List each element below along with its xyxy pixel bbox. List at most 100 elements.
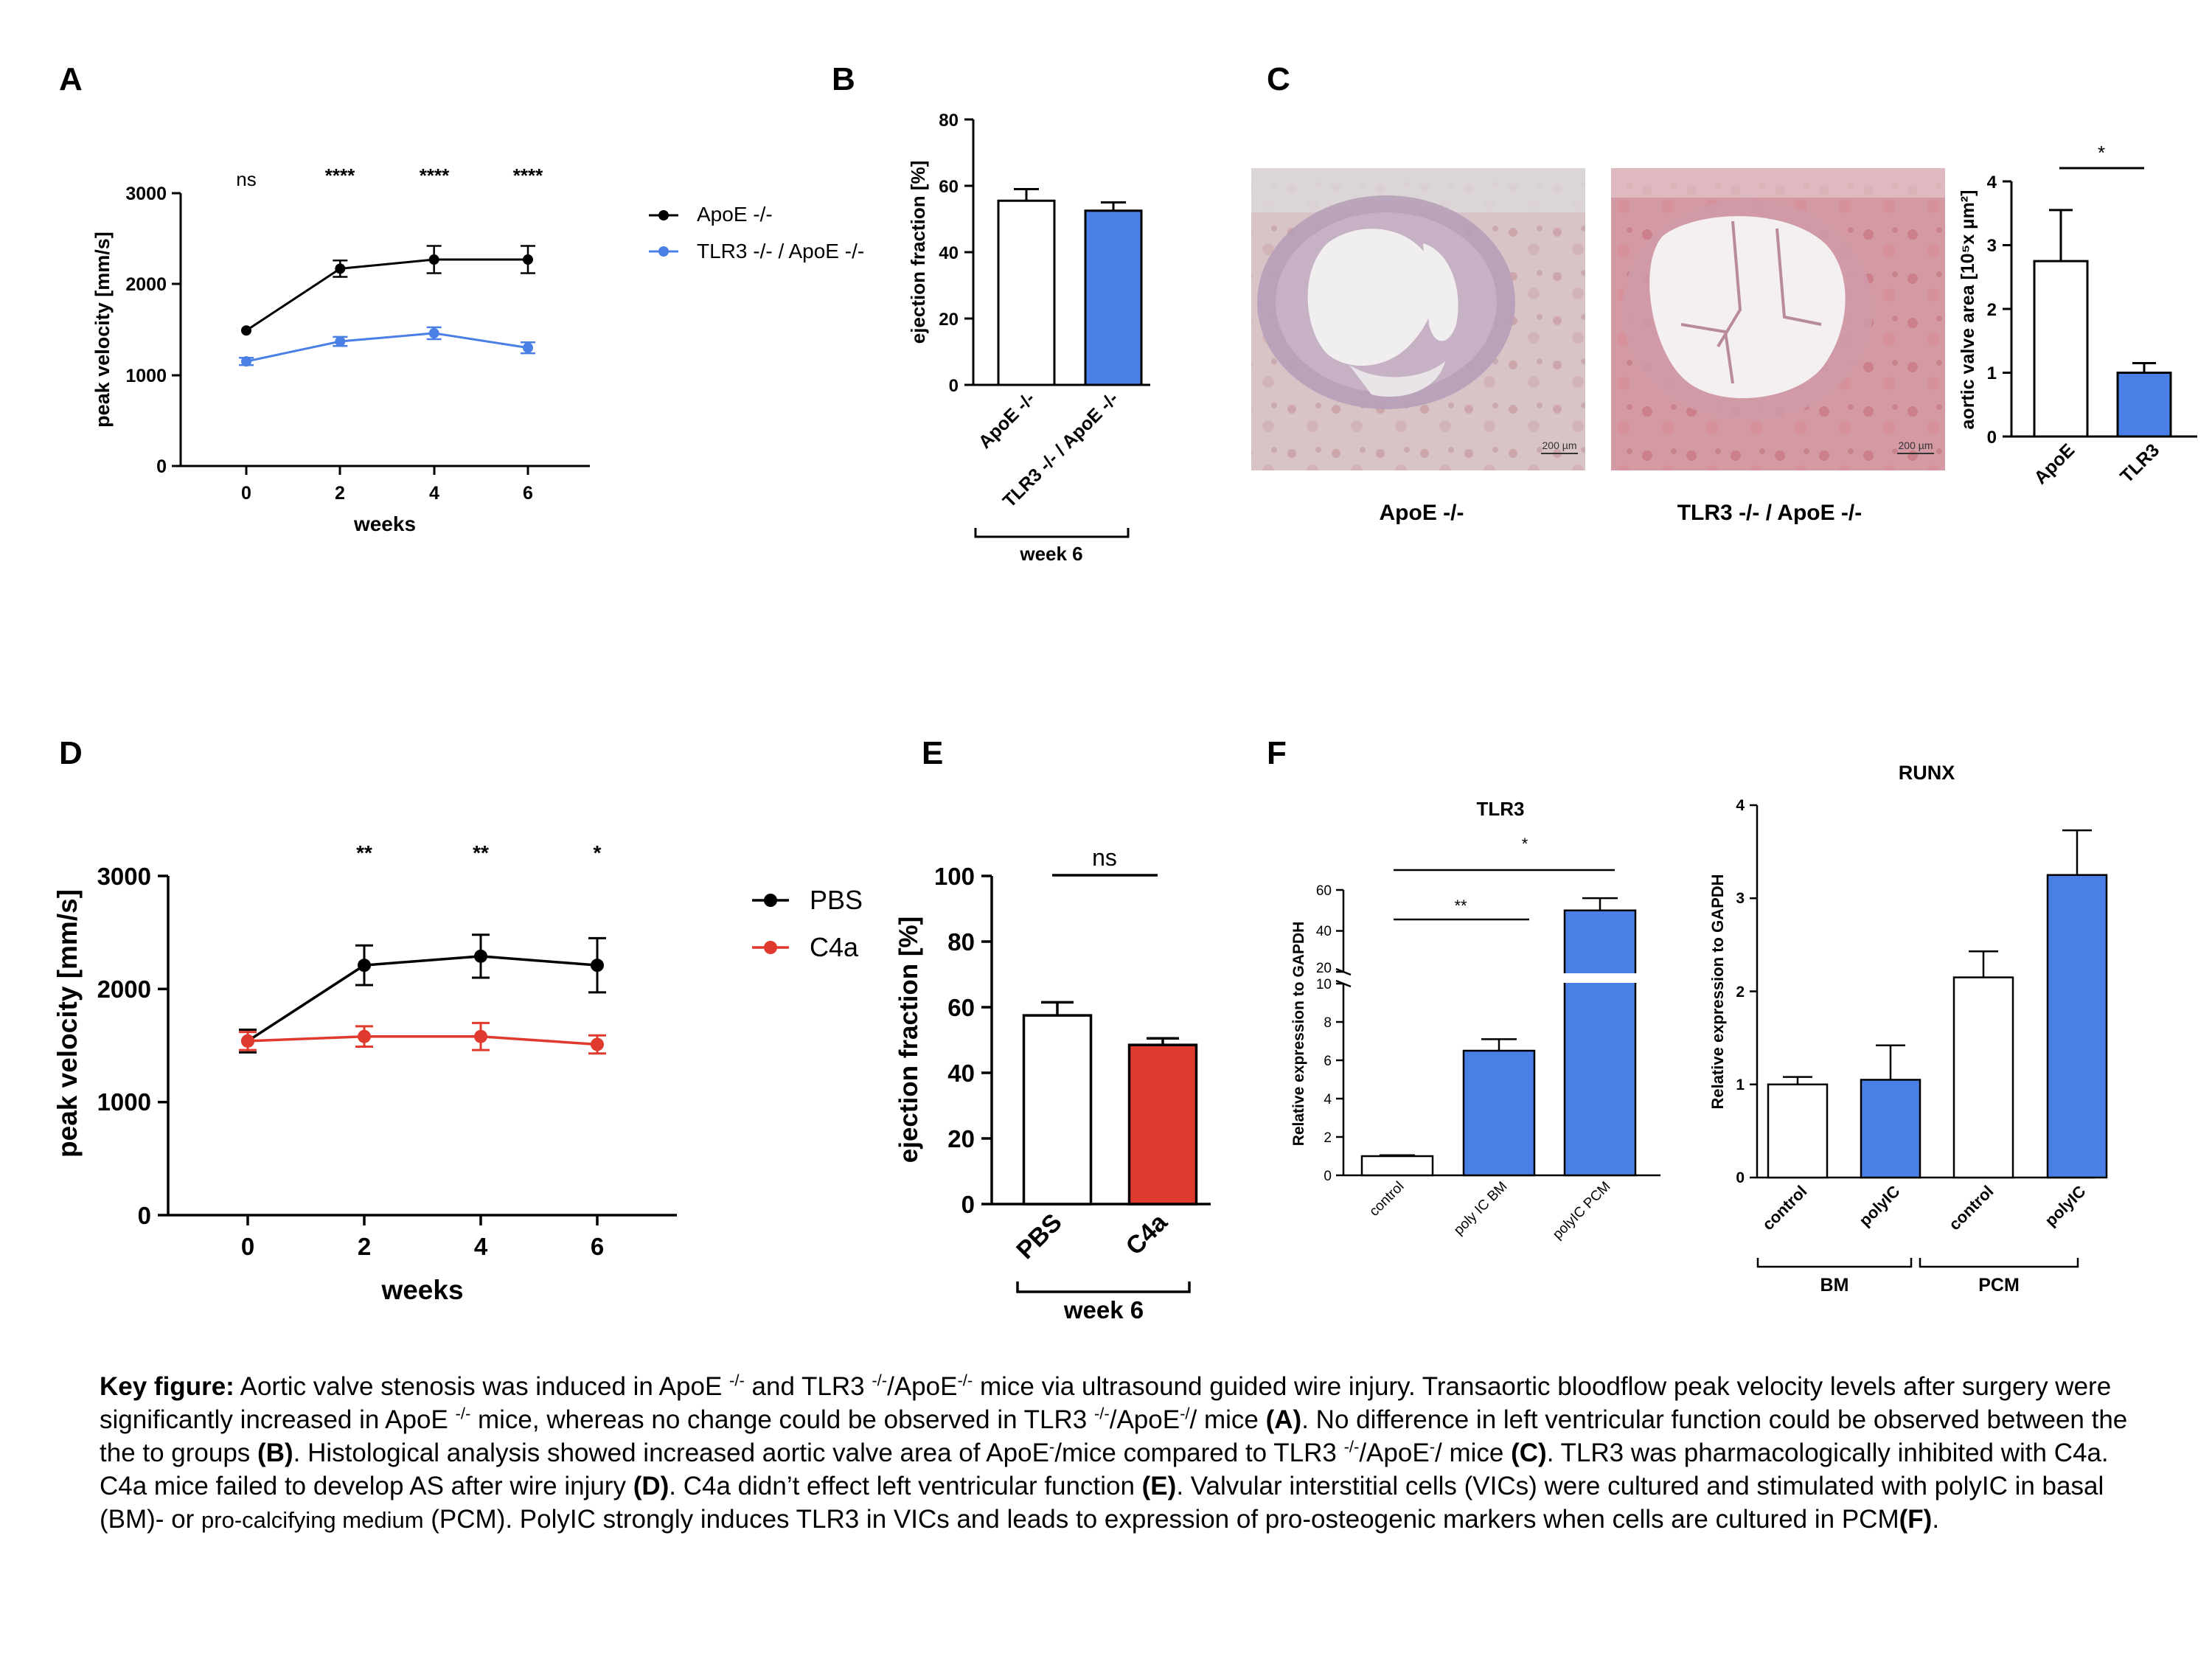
panel-a-xtick: 6 <box>523 483 533 504</box>
data-point <box>241 1034 254 1048</box>
panel-f-tlr3-ytick: 4 <box>1324 1092 1332 1107</box>
panel-f-runx-xtick: control <box>1945 1182 1997 1234</box>
panel-letter-d: D <box>59 735 83 771</box>
panel-e-ytick: 60 <box>947 994 975 1021</box>
panel-f-tlr3-ytick: 60 <box>1316 883 1332 899</box>
panel-f-tlr3-xtick: control <box>1366 1179 1407 1220</box>
panel-d-xtick: 2 <box>358 1233 371 1260</box>
panel-d-xtick: 0 <box>241 1233 254 1260</box>
panel-b-group-label: week 6 <box>1019 543 1082 565</box>
panel-e-sig: ns <box>1092 844 1117 871</box>
bar <box>997 199 1056 386</box>
panel-letter-b: B <box>832 61 855 97</box>
panel-a-sig: **** <box>325 164 355 187</box>
panel-a: A 0 1000 2000 3000 0 2 4 6 weeks peak ve… <box>59 61 864 535</box>
data-point <box>335 263 346 274</box>
panel-f-tlr3-xtick: poly IC BM <box>1451 1179 1511 1239</box>
panel-f-tlr3-title: TLR3 <box>1477 798 1525 820</box>
series-line-0 <box>246 258 528 332</box>
legend-label-c4a: C4a <box>810 932 859 962</box>
data-point <box>474 949 487 963</box>
panel-a-xtick: 0 <box>241 483 251 504</box>
scale-bar-tlr3: 200 µm <box>1897 439 1934 454</box>
panel-f-tlr3-ytick: 6 <box>1324 1054 1332 1069</box>
panel-f-tlr3-sig-2: * <box>1522 835 1528 853</box>
figure-caption: Key figure: Aortic valve stenosis was in… <box>100 1371 2128 1534</box>
svg-text:200 µm: 200 µm <box>1899 439 1933 451</box>
panel-c-ytick: 3 <box>1987 236 1997 256</box>
panel-f-tlr3-ylabel: Relative expression to GAPDH <box>1290 922 1307 1147</box>
panel-f-runx-ytick: 4 <box>1736 797 1745 814</box>
data-point <box>522 254 533 265</box>
legend-marker-pbs <box>764 894 777 907</box>
legend-label-apoe: ApoE -/- <box>697 203 773 226</box>
panel-c-ytick: 2 <box>1987 300 1997 320</box>
panel-b-group-bracket <box>974 528 1130 538</box>
image-label-apoe: ApoE -/- <box>1380 501 1464 525</box>
panel-b-ytick: 80 <box>939 111 959 131</box>
panel-c-xtick: ApoE <box>2030 439 2079 488</box>
panel-d-xtick: 6 <box>591 1233 604 1260</box>
panel-f-runx-ytick: 2 <box>1736 984 1745 1001</box>
panel-d-sig: ** <box>356 841 372 864</box>
panel-letter-f: F <box>1267 735 1287 771</box>
bar <box>1462 1049 1536 1177</box>
panel-e-plot <box>1022 1001 1198 1206</box>
data-point <box>241 325 251 336</box>
panel-f-runx-ytick: 3 <box>1736 890 1745 907</box>
bar <box>1360 1155 1434 1177</box>
legend-marker-apoe <box>658 210 669 220</box>
panel-b-ylabel: ejection fraction [%] <box>907 161 929 344</box>
panel-f-tlr3-ytick: 8 <box>1324 1015 1332 1031</box>
panel-letter-a: A <box>59 61 83 97</box>
panel-a-plot <box>239 245 535 367</box>
data-point <box>474 1029 487 1043</box>
legend-marker-tlr3 <box>658 246 669 257</box>
panel-e-ytick: 20 <box>947 1125 975 1152</box>
panel-e-ytick: 40 <box>947 1060 975 1087</box>
panel-e-ytick: 80 <box>947 928 975 956</box>
panel-e-ytick: 100 <box>934 863 975 890</box>
panel-c-xtick: TLR3 <box>2116 439 2163 487</box>
bar <box>1860 1079 1921 1179</box>
panel-d-xtick: 4 <box>474 1233 488 1260</box>
panel-f-runx-bracket-pcm <box>1919 1258 2079 1268</box>
panel-f-tlr3-sig-1: ** <box>1454 897 1467 915</box>
panel-f: F TLR3 0 2 4 6 8 10 20 40 <box>1267 735 2108 1295</box>
panel-e-group-label: week 6 <box>1063 1296 1144 1324</box>
panel-a-ytick: 1000 <box>125 366 167 386</box>
legend-label-pbs: PBS <box>810 885 863 915</box>
bar <box>2033 260 2089 438</box>
panel-f-tlr3-ytick: 40 <box>1316 924 1332 939</box>
panel-d-ylabel: peak velocity [mm/s] <box>52 889 83 1158</box>
panel-a-xtick: 4 <box>429 483 439 504</box>
panel-f-runx-ylabel: Relative expression to GAPDH <box>1708 874 1727 1109</box>
panel-b-plot <box>997 188 1143 386</box>
data-point <box>428 327 439 338</box>
panel-a-xtick: 2 <box>335 483 345 504</box>
bar <box>1084 209 1143 386</box>
panel-c-ylabel: aortic valve area [10⁵x µm²] <box>1958 190 1978 430</box>
panel-f-runx-xtick: control <box>1759 1182 1810 1234</box>
bar <box>2116 372 2172 438</box>
panel-e-ytick: 0 <box>961 1191 975 1218</box>
panel-c-plot <box>2033 209 2172 438</box>
bar <box>1563 909 1637 1177</box>
data-point <box>358 959 371 973</box>
panel-letter-c: C <box>1267 61 1290 97</box>
data-point <box>428 254 439 265</box>
panel-a-sig: **** <box>420 164 450 187</box>
panel-f-runx-group-bm: BM <box>1820 1275 1849 1295</box>
series-line-1 <box>247 1034 598 1046</box>
panel-e-xtick: PBS <box>1011 1208 1067 1265</box>
panel-d-sig: ** <box>473 841 489 864</box>
bar <box>1022 1014 1093 1206</box>
panel-f-runx-bracket-bm <box>1756 1258 1913 1268</box>
histology-image-apoe <box>1251 168 1585 470</box>
panel-a-ytick: 2000 <box>125 274 167 295</box>
image-label-tlr3: TLR3 -/- / ApoE -/- <box>1677 501 1863 525</box>
histology-image-tlr3 <box>1611 168 1945 470</box>
panel-letter-e: E <box>922 735 943 771</box>
panel-c-sig: * <box>2098 142 2105 164</box>
